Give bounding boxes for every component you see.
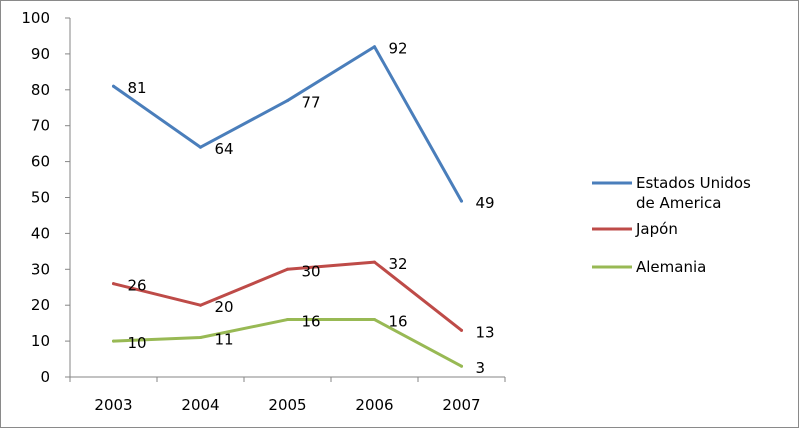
data-label: 16 (389, 313, 408, 331)
data-label: 26 (128, 277, 147, 295)
data-label: 49 (476, 194, 495, 212)
data-label: 30 (302, 262, 321, 280)
data-label: 3 (476, 359, 486, 377)
data-point (286, 99, 289, 103)
x-tick-label: 2004 (181, 396, 219, 414)
data-point (286, 318, 289, 322)
data-label: 64 (215, 140, 234, 158)
data-point (286, 267, 289, 271)
data-point (460, 328, 463, 332)
data-point (373, 318, 376, 322)
data-label: 81 (128, 79, 147, 97)
legend-label: Japón (635, 220, 678, 238)
data-label: 20 (215, 298, 234, 316)
data-point (199, 336, 202, 340)
data-point (460, 364, 463, 368)
legend: Estados Unidos de America Japón Alemania (592, 174, 751, 276)
y-tick-label: 60 (31, 153, 50, 171)
data-point (112, 84, 115, 88)
data-label: 10 (128, 334, 147, 352)
data-point (199, 303, 202, 307)
data-point (112, 282, 115, 286)
y-tick-label: 100 (21, 9, 50, 27)
y-tick-label: 40 (31, 224, 50, 242)
y-tick-label: 20 (31, 296, 50, 314)
y-tick-label: 90 (31, 45, 50, 63)
x-tick-label: 2003 (94, 396, 132, 414)
y-tick-label: 80 (31, 81, 50, 99)
series-group: 81 64 77 92 49 26 20 30 32 13 10 11 16 16 3 (112, 40, 495, 377)
y-tick-label: 30 (31, 260, 50, 278)
data-point (460, 199, 463, 203)
data-point (199, 145, 202, 149)
axes: 0 10 20 30 40 50 60 70 80 90 100 2003 2004 2005 2006 20… (21, 9, 506, 414)
y-tick-label: 10 (31, 332, 50, 350)
legend-label: Estados Unidos (636, 174, 751, 192)
data-label: 32 (389, 255, 408, 273)
y-tick-label: 50 (31, 189, 50, 207)
data-label: 77 (302, 94, 321, 112)
data-label: 11 (215, 331, 234, 349)
y-tick-label: 0 (40, 368, 50, 386)
data-point (373, 45, 376, 49)
legend-label: Alemania (636, 258, 706, 276)
y-tick-label: 70 (31, 117, 50, 135)
data-point (373, 260, 376, 264)
data-label: 92 (389, 40, 408, 58)
legend-label: de America (636, 194, 721, 212)
data-point (112, 339, 115, 343)
data-label: 16 (302, 313, 321, 331)
data-label: 13 (476, 323, 495, 341)
x-tick-label: 2005 (268, 396, 306, 414)
x-tick-label: 2007 (442, 396, 480, 414)
x-tick-label: 2006 (355, 396, 393, 414)
